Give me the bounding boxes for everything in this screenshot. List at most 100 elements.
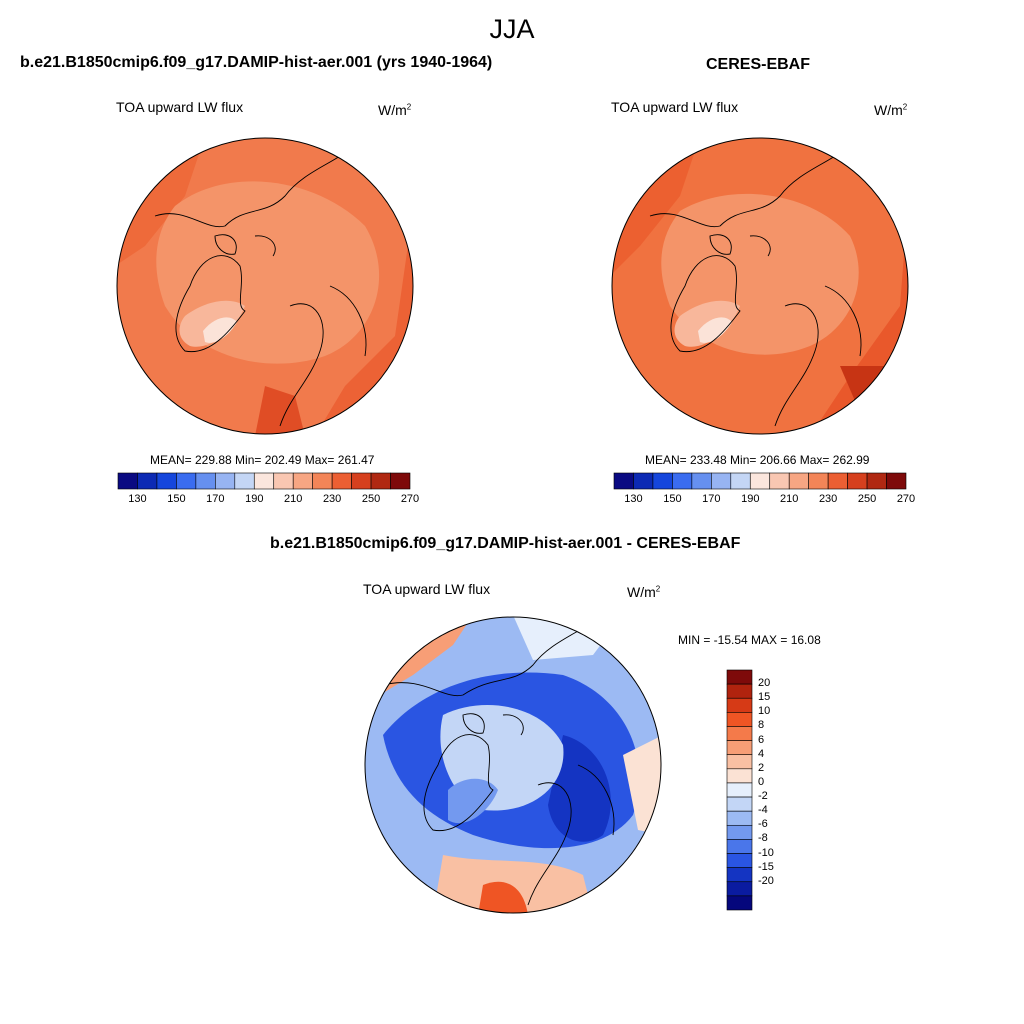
obs-colorbar-cell (749, 472, 771, 490)
diff-colorbar-tick-label: -20 (758, 874, 774, 887)
diff-colorbar-cell (726, 782, 753, 798)
diff-colorbar-tick-label: 20 (758, 677, 771, 690)
diff-colorbar-tick-label: -10 (758, 846, 774, 859)
diff-colorbar-tick-label: -4 (758, 804, 768, 817)
diff-colorbar-cell (726, 796, 753, 812)
diff-colorbar-cell (726, 867, 753, 883)
model-colorbar-cell (312, 472, 333, 490)
model-colorbar-cell (351, 472, 372, 490)
diff-colorbar-cell (726, 726, 753, 741)
diff-stats: MIN = -15.54 MAX = 16.08 (678, 633, 821, 647)
model-colorbar-cell (117, 472, 138, 490)
model-colorbar-cell (137, 472, 158, 490)
diff-colorbar-cell (726, 754, 753, 770)
diff-polar-map (364, 616, 662, 914)
diff-colorbar-tick-label: 4 (758, 747, 765, 760)
model-colorbar-cell (273, 472, 294, 490)
model-colorbar-cell (176, 472, 197, 490)
obs-panel-title: CERES-EBAF (706, 56, 811, 73)
obs-colorbar-cell (672, 472, 693, 490)
obs-polar-map (611, 137, 909, 435)
obs-colorbar-tick-label: 230 (818, 493, 838, 505)
diff-units: W/m2 (627, 584, 660, 600)
obs-colorbar-cell (827, 472, 848, 490)
model-colorbar-cell (156, 472, 177, 490)
diff-colorbar-cell (726, 740, 753, 756)
model-variable-label: TOA upward LW flux (116, 99, 244, 115)
obs-units-exponent: 2 (902, 102, 908, 112)
obs-colorbar-cell (730, 472, 751, 490)
model-units-text: W/m (378, 102, 407, 118)
obs-colorbar-cell (633, 472, 654, 490)
obs-colorbar-cell (613, 472, 634, 490)
obs-colorbar-cell (691, 472, 712, 490)
diff-colorbar-cell (726, 853, 753, 868)
obs-colorbar-tick-label: 190 (741, 493, 760, 505)
model-colorbar-cell (253, 472, 275, 490)
model-colorbar-tick-label: 250 (361, 493, 381, 505)
diff-colorbar-tick-label: 6 (758, 733, 765, 746)
diff-units-text: W/m (627, 584, 656, 600)
obs-colorbar-tick-label: 210 (780, 493, 799, 505)
diff-variable-label: TOA upward LW flux (363, 581, 491, 597)
model-polar-map (116, 137, 414, 435)
model-map-greenland-min (203, 317, 237, 343)
obs-colorbar-cell (652, 472, 673, 490)
model-map-border (116, 137, 414, 435)
obs-colorbar-tick-label: 150 (663, 493, 682, 505)
diff-colorbar-tick-label: -8 (758, 832, 768, 845)
diff-map-positive-s-core (478, 881, 528, 913)
model-map-coastlines (154, 155, 367, 427)
diff-colorbar-cell (726, 683, 753, 699)
model-stats: MEAN= 229.88 Min= 202.49 Max= 261.47 (150, 453, 375, 467)
obs-units-text: W/m (874, 102, 903, 118)
obs-map-greenland-min (698, 317, 732, 343)
diff-colorbar-tick-label: -15 (758, 860, 774, 873)
diff-units-exponent: 2 (655, 584, 661, 594)
model-colorbar-cell (292, 472, 313, 490)
diff-colorbar-cell (726, 895, 753, 911)
diff-colorbar-cell (726, 824, 753, 840)
model-colorbar-tick-label: 130 (128, 493, 147, 505)
obs-colorbar-cell (808, 472, 829, 490)
diff-colorbar-tick-label: -6 (758, 818, 768, 831)
diff-panel-title: b.e21.B1850cmip6.f09_g17.DAMIP-hist-aer.… (270, 535, 741, 552)
obs-colorbar-cell (769, 472, 790, 490)
diff-colorbar-tick-label: 10 (758, 705, 771, 718)
model-colorbar-cell (331, 472, 352, 490)
obs-colorbar-cell (788, 472, 809, 490)
model-units: W/m2 (378, 102, 411, 118)
obs-colorbar (613, 472, 907, 490)
diff-map-min-region (548, 735, 611, 842)
diff-colorbar-tick-label: 0 (758, 775, 765, 788)
model-panel-title: b.e21.B1850cmip6.f09_g17.DAMIP-hist-aer.… (20, 54, 493, 71)
diff-map-positive-s (433, 855, 593, 913)
obs-colorbar-cell (711, 472, 732, 490)
diff-colorbar-tick-label: -2 (758, 790, 768, 803)
diff-colorbar-tick-label: 2 (758, 761, 765, 774)
obs-colorbar-tick-label: 130 (624, 493, 643, 505)
diff-colorbar-cell (726, 881, 753, 897)
diff-colorbar-cell (726, 669, 753, 685)
diff-colorbar-cell (726, 712, 753, 727)
diff-map-coastlines (382, 624, 615, 906)
model-colorbar-tick-label: 170 (206, 493, 225, 505)
model-colorbar-cell (390, 472, 411, 490)
model-colorbar-cell (234, 472, 255, 490)
model-colorbar-cell (370, 472, 391, 490)
diff-colorbar-cell (726, 810, 753, 826)
model-units-exponent: 2 (406, 102, 412, 112)
model-map-warm-region-s (255, 386, 305, 434)
model-colorbar-tick-label: 150 (167, 493, 186, 505)
obs-stats: MEAN= 233.48 Min= 206.66 Max= 262.99 (645, 453, 870, 467)
diff-colorbar-tick-label: 15 (758, 691, 771, 704)
model-colorbar (117, 472, 411, 490)
diff-map-border (364, 616, 662, 914)
obs-colorbar-cell (886, 472, 907, 490)
obs-variable-label: TOA upward LW flux (611, 99, 739, 115)
diff-colorbar (726, 669, 753, 911)
model-colorbar-tick-label: 190 (245, 493, 264, 505)
diff-colorbar-tick-label: 8 (758, 719, 765, 732)
diff-colorbar-cell (726, 839, 753, 854)
obs-colorbar-tick-label: 170 (702, 493, 721, 505)
